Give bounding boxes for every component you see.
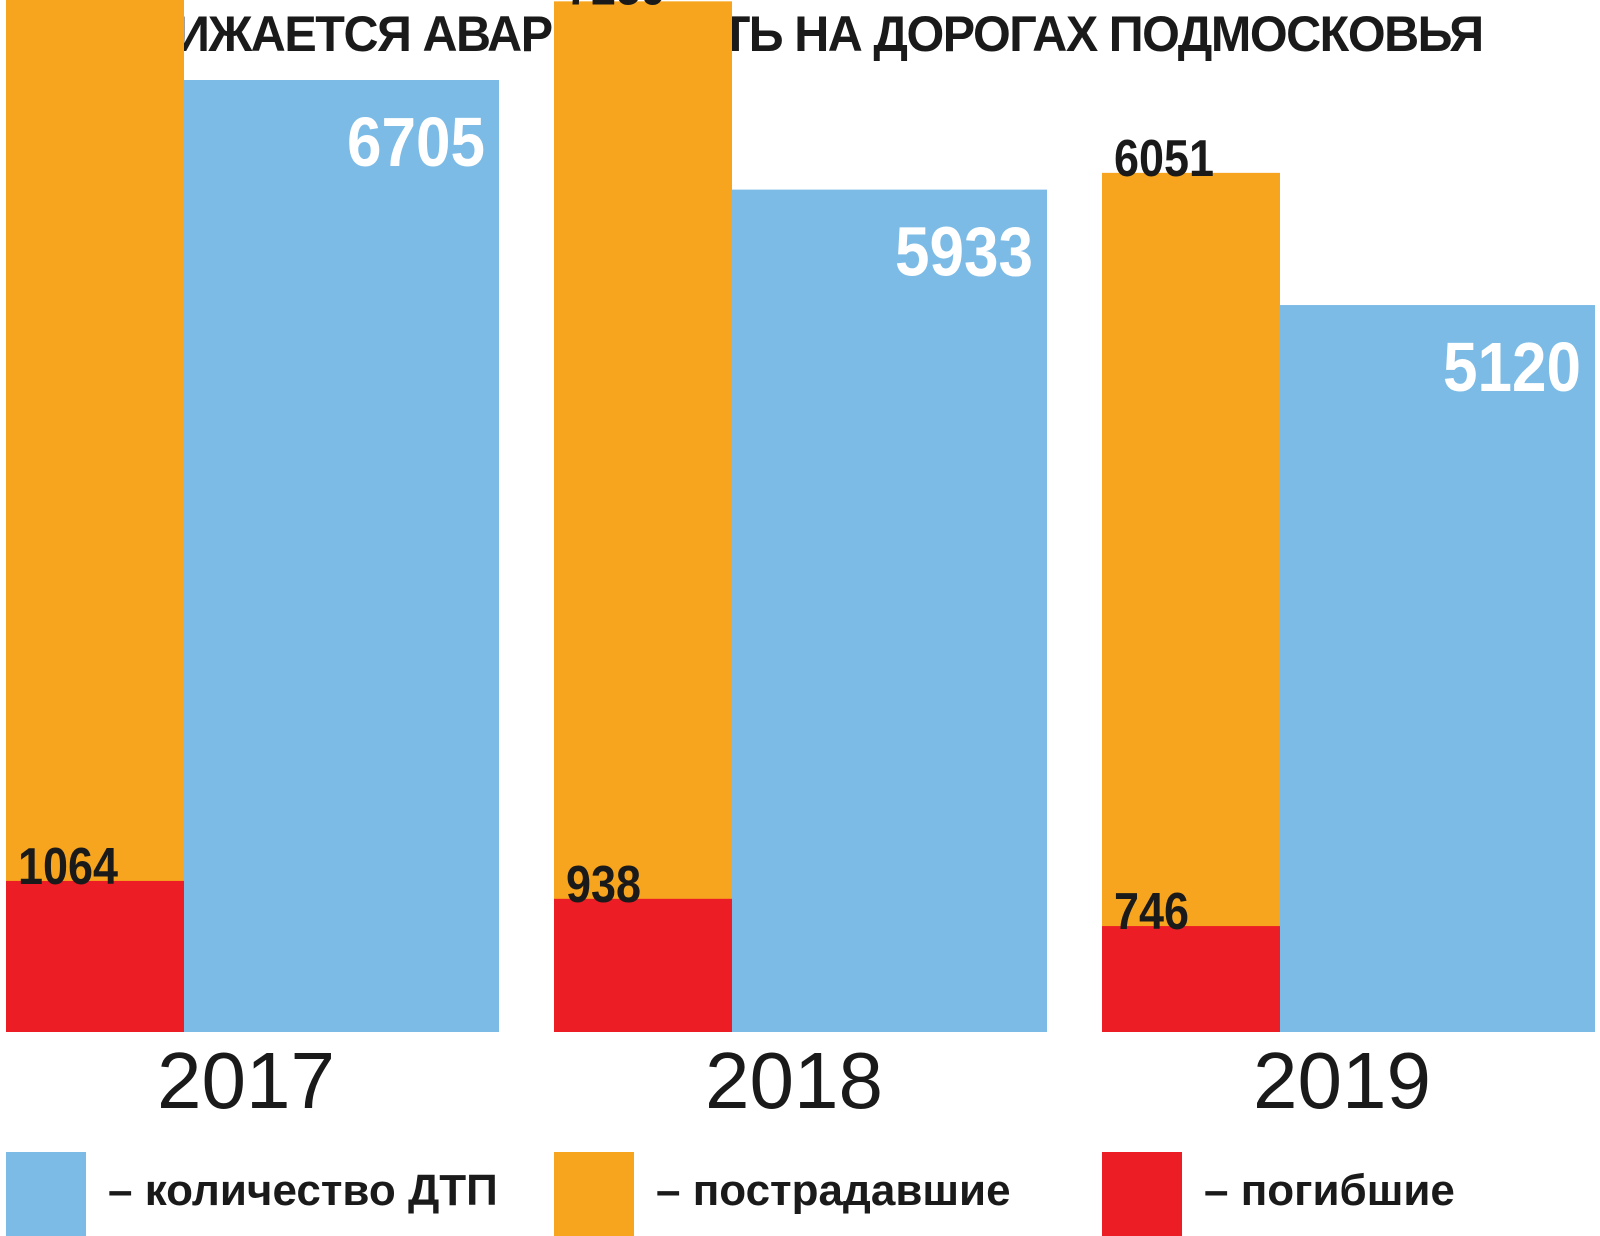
value-label-killed-2018: 938 — [566, 856, 641, 914]
chart-title: КАК СНИЖАЕТСЯ АВАРИЙНОСТЬ НА ДОРОГАХ ПОД… — [6, 6, 1484, 62]
bar-injured-2017 — [6, 0, 184, 1033]
value-label-accidents-2018: 5933 — [895, 213, 1033, 291]
value-label-killed-2019: 746 — [1114, 883, 1189, 941]
value-label-accidents-2017: 6705 — [347, 103, 485, 181]
bar-killed-2017 — [6, 880, 184, 1032]
x-tick-label-2019: 2019 — [1253, 1036, 1431, 1125]
value-label-injured-2018: 7259 — [566, 0, 666, 16]
value-label-accidents-2019: 5120 — [1443, 328, 1581, 406]
legend-label-3: – погибшие — [1204, 1166, 1455, 1215]
value-label-killed-2017: 1064 — [18, 838, 118, 896]
bar-killed-2018 — [554, 898, 732, 1032]
legend-label-1: – количество ДТП — [108, 1166, 498, 1215]
value-label-injured-2019: 6051 — [1114, 130, 1214, 188]
labels-layer: 6705803910642017593372599382018512060517… — [18, 0, 1581, 1125]
legend-layer: – количество ДТП – пострадавшие – погибшие — [6, 1152, 1455, 1236]
x-tick-label-2017: 2017 — [157, 1036, 335, 1125]
bars-layer — [6, 0, 1595, 1033]
bar-killed-2019 — [1102, 926, 1280, 1032]
legend-swatch-1 — [6, 1152, 86, 1236]
legend-swatch-2 — [554, 1152, 634, 1236]
bar-injured-2018 — [554, 1, 732, 1033]
legend-swatch-3 — [1102, 1152, 1182, 1236]
bar-injured-2019 — [1102, 172, 1280, 1032]
legend-label-2: – пострадавшие — [656, 1166, 1011, 1215]
x-tick-label-2018: 2018 — [705, 1036, 883, 1125]
